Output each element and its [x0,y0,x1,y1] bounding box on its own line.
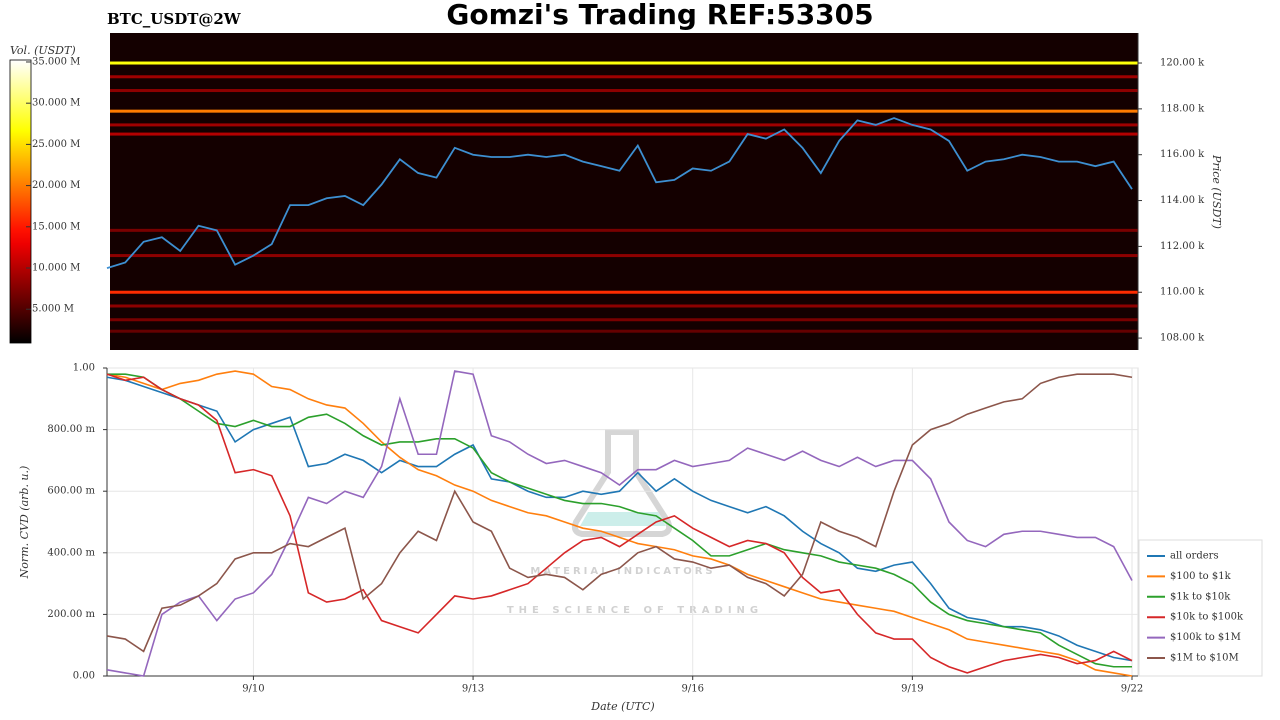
colorbar [9,59,32,344]
y-tick-label: 116.00 k [1160,149,1205,160]
x-tick-label: 9/22 [1121,684,1143,695]
legend-label: $100 to $1k [1170,571,1232,582]
liquidity-level [110,254,1138,258]
liquidity-level [110,329,1138,333]
y-tick-label: 1.00 [73,363,95,374]
series-line [106,373,1133,674]
x-tick-label: 9/16 [681,684,703,695]
liquidity-level [110,61,1138,65]
liquidity-level [110,132,1138,136]
liquidity-level [110,304,1138,308]
x-tick-label: 9/13 [462,684,484,695]
price-line [106,117,1133,270]
colorbar-tick-label: 10.000 M [32,263,80,274]
liquidity-level [110,89,1138,93]
liquidity-level [110,290,1138,294]
legend-label: $1M to $10M [1170,653,1239,664]
watermark-title: MATERIAL INDICATORS [530,566,715,577]
colorbar-tick-label: 20.000 M [32,180,80,191]
x-tick-label: 9/10 [242,684,264,695]
colorbar-label: Vol. (USDT) [10,44,76,57]
y-axis-label: Price (USDT) [1210,154,1223,229]
legend-label: $10k to $100k [1170,612,1244,623]
colorbar-tick-label: 15.000 M [32,221,80,232]
y-tick-label: 200.00 m [47,609,95,620]
y-tick-label: 114.00 k [1160,195,1205,206]
liquidity-level [110,228,1138,232]
y-tick-label: 110.00 k [1160,287,1205,298]
y-tick-label: 600.00 m [47,486,95,497]
watermark-subtitle: THE SCIENCE OF TRADING [507,605,763,616]
y-tick-label: 800.00 m [47,424,95,435]
symbol-label: BTC_USDT@2W [107,10,242,28]
series-line [106,370,1133,677]
series-line [107,373,1132,668]
series-line [106,373,1133,653]
chart-title: Gomzi's Trading REF:53305 [446,0,873,31]
liquidity-level [110,109,1138,113]
y-tick-label: 118.00 k [1160,103,1205,114]
y-tick-label: 108.00 k [1160,333,1205,344]
legend-label: all orders [1170,551,1219,562]
series-line [106,370,1133,677]
y-tick-label: 112.00 k [1160,241,1205,252]
liquidity-level [110,75,1138,79]
cvd-plot-area [106,367,1139,677]
series-line [106,376,1133,662]
colorbar-tick-label: 25.000 M [32,139,80,150]
x-axis-label: Date (UTC) [590,700,654,713]
y-tick-label: 120.00 k [1160,58,1205,69]
colorbar-tick-label: 5.000 M [32,304,74,315]
y-axis-label: Norm. CVD (arb. u.) [18,466,31,580]
liquidity-level [110,123,1138,127]
x-tick-label: 9/19 [901,684,923,695]
legend [1138,539,1263,677]
y-tick-label: 0.00 [73,671,95,682]
heatmap-background [110,33,1138,350]
colorbar-tick-label: 30.000 M [32,98,80,109]
legend-label: $100k to $1M [1170,632,1241,643]
legend-label: $1k to $10k [1170,591,1231,602]
liquidity-level [110,318,1138,322]
colorbar-tick-label: 35.000 M [32,56,80,67]
y-tick-label: 400.00 m [47,547,95,558]
